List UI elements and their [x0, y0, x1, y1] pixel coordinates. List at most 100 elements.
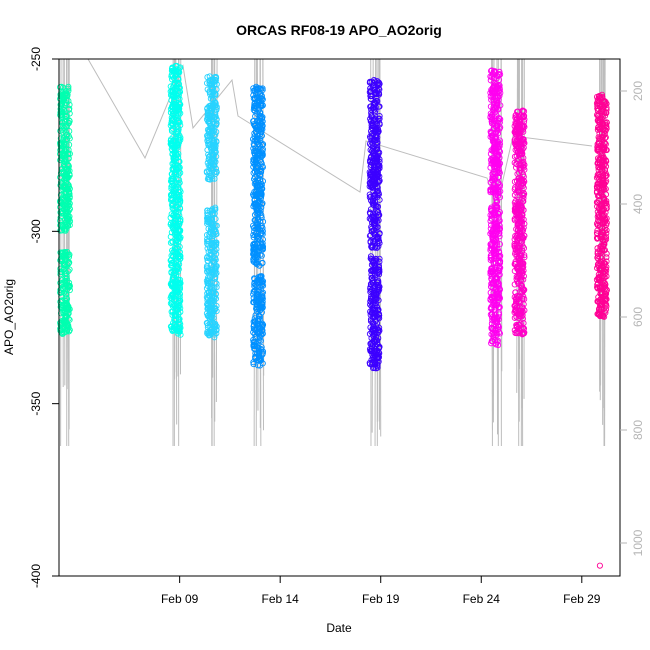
data-point	[367, 95, 374, 102]
data-point	[59, 330, 66, 338]
data-point	[496, 170, 503, 177]
data-point	[596, 305, 603, 312]
data-point	[65, 87, 72, 94]
data-point	[518, 274, 525, 281]
data-point	[212, 222, 219, 229]
data-point	[258, 327, 265, 335]
data-point	[515, 272, 522, 280]
data-point	[203, 168, 210, 175]
data-point	[373, 146, 380, 153]
data-point	[371, 336, 379, 343]
data-point	[595, 114, 603, 121]
data-point	[62, 268, 69, 275]
data-point	[61, 329, 68, 336]
data-point	[256, 113, 263, 120]
data-point	[494, 192, 502, 200]
data-point	[373, 207, 380, 214]
data-point	[599, 119, 606, 126]
data-point	[600, 132, 607, 139]
data-point	[496, 264, 503, 271]
data-point	[512, 146, 519, 154]
data-point	[521, 329, 528, 336]
data-point	[251, 283, 258, 290]
data-point	[514, 210, 521, 217]
data-point	[259, 293, 266, 301]
data-point	[66, 135, 73, 142]
data-point	[513, 143, 520, 150]
data-point	[599, 104, 606, 111]
data-point	[600, 305, 607, 312]
data-point	[256, 279, 263, 286]
data-point	[517, 219, 524, 226]
data-point	[204, 290, 211, 297]
data-point	[204, 280, 211, 287]
data-point	[251, 196, 258, 203]
data-point	[205, 156, 212, 163]
data-point	[253, 291, 260, 298]
data-point	[213, 107, 220, 114]
data-point	[489, 243, 496, 250]
data-point	[598, 210, 605, 218]
data-point	[62, 91, 69, 99]
data-point	[515, 298, 522, 305]
data-point	[250, 318, 257, 325]
data-point	[370, 230, 377, 237]
data-point	[65, 310, 72, 317]
data-point	[176, 158, 183, 165]
data-point	[256, 150, 263, 157]
data-point	[375, 285, 382, 292]
data-point	[256, 301, 263, 308]
data-point	[205, 137, 212, 144]
data-point	[513, 313, 520, 321]
data-point	[66, 327, 73, 334]
data-point	[369, 211, 377, 218]
data-point	[514, 304, 521, 311]
data-point	[169, 308, 176, 315]
data-point	[367, 206, 374, 213]
data-point	[176, 95, 183, 102]
data-point	[170, 259, 177, 266]
data-point	[204, 324, 211, 331]
data-point	[250, 92, 257, 99]
data-point	[254, 308, 261, 315]
data-point	[209, 128, 216, 135]
data-point	[368, 271, 375, 278]
data-point	[176, 201, 183, 208]
data-point	[518, 177, 525, 184]
data-point	[513, 310, 520, 317]
y2-tick-label: 200	[631, 81, 645, 101]
data-point	[168, 220, 175, 227]
data-point	[168, 126, 175, 133]
data-point	[209, 244, 216, 251]
data-point	[212, 204, 219, 211]
data-point	[61, 206, 68, 214]
data-point	[173, 68, 180, 75]
data-point	[519, 330, 526, 337]
data-point	[520, 293, 527, 300]
data-point	[256, 135, 263, 142]
x-tick-label: Feb 09	[161, 592, 199, 606]
y-axis-label: APO_AO2orig	[2, 279, 16, 355]
data-point	[512, 305, 519, 312]
data-point	[594, 280, 601, 287]
data-point	[57, 139, 64, 146]
data-point	[170, 248, 177, 256]
data-point	[209, 295, 216, 302]
data-point	[250, 299, 257, 306]
data-point	[594, 171, 601, 178]
data-point	[175, 75, 182, 82]
data-point	[518, 267, 525, 274]
data-point	[209, 325, 216, 332]
data-point	[62, 193, 69, 200]
data-point	[175, 298, 182, 305]
data-point	[601, 140, 608, 147]
data-point	[64, 173, 71, 180]
data-point	[519, 264, 526, 271]
series-RF12	[366, 77, 383, 372]
data-point	[375, 243, 382, 250]
data-point	[258, 95, 265, 102]
data-point	[376, 115, 383, 122]
data-point	[375, 326, 382, 334]
data-point	[368, 267, 375, 274]
data-point	[57, 197, 64, 205]
